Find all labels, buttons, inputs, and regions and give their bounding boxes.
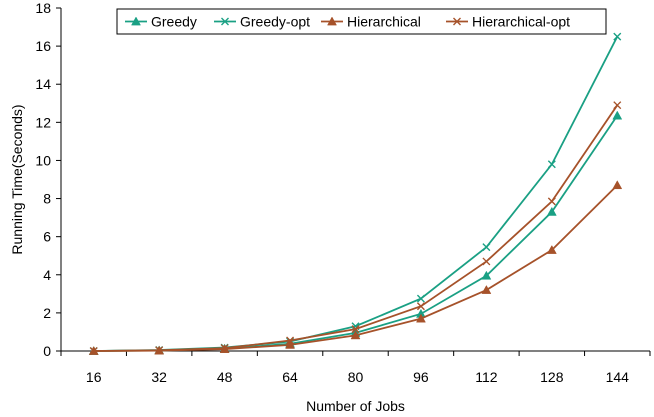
data-point-greedy xyxy=(612,110,623,120)
legend-marker-greedy xyxy=(131,16,141,26)
legend-item-hierarchical-opt: Hierarchical-opt xyxy=(446,14,570,30)
data-point-hierarchical xyxy=(285,339,295,349)
series-line-hierarchical-opt xyxy=(93,104,619,352)
y-tick-label: 16 xyxy=(35,38,51,54)
legend-label-greedy-opt: Greedy-opt xyxy=(240,14,310,30)
x-tick-label: 96 xyxy=(413,369,429,385)
legend: Greedy Greedy-opt Hierarchical Hierarchical… xyxy=(116,8,607,35)
y-tick-label: 10 xyxy=(35,152,51,168)
axes xyxy=(60,8,650,352)
y-axis-label: Running Time(Seconds) xyxy=(9,104,25,254)
data-point-hierarchical xyxy=(481,285,492,294)
legend-label-hierarchical-opt: Hierarchical-opt xyxy=(472,14,570,30)
data-point-greedy-opt xyxy=(482,243,491,252)
series-greedy xyxy=(88,110,623,355)
x-axis-label: Number of Jobs xyxy=(306,398,405,414)
x-tick-label: 48 xyxy=(217,369,233,385)
data-point-hierarchical-opt xyxy=(547,197,556,206)
y-tick-label: 6 xyxy=(43,229,51,245)
x-tick-label: 32 xyxy=(151,369,167,385)
data-point-hierarchical xyxy=(612,180,623,190)
legend-item-greedy-opt: Greedy-opt xyxy=(214,14,310,30)
y-tick-label: 0 xyxy=(43,343,51,359)
y-tick-label: 14 xyxy=(35,76,51,92)
legend-marker-hierarchical-opt xyxy=(453,17,461,26)
series-hierarchical-opt xyxy=(89,101,622,355)
legend-item-hierarchical: Hierarchical xyxy=(321,14,421,30)
legend-item-greedy: Greedy xyxy=(125,14,197,30)
y-tick-label: 4 xyxy=(43,267,51,283)
data-point-hierarchical-opt xyxy=(89,347,98,355)
data-point-greedy xyxy=(481,270,492,280)
x-tick-label: 112 xyxy=(475,369,498,385)
x-tick-label: 16 xyxy=(86,369,102,385)
legend-marker-hierarchical xyxy=(327,16,337,26)
data-point-hierarchical xyxy=(350,330,361,340)
x-tick-label: 128 xyxy=(540,369,564,385)
data-point-hierarchical-opt xyxy=(220,344,229,353)
y-tick-label: 18 xyxy=(35,0,51,16)
data-point-greedy-opt xyxy=(416,294,425,303)
x-axis-ticks: 16 32 48 64 80 96 112 128 144 xyxy=(60,351,651,385)
legend-marker-greedy-opt xyxy=(221,17,229,26)
x-tick-label: 64 xyxy=(282,369,298,385)
series-lines xyxy=(88,32,623,355)
data-point-hierarchical-opt xyxy=(613,101,622,110)
legend-label-greedy: Greedy xyxy=(151,14,197,30)
y-tick-label: 8 xyxy=(43,191,51,207)
data-point-greedy-opt xyxy=(613,32,622,41)
data-point-hierarchical-opt xyxy=(286,336,295,345)
data-point-hierarchical-opt xyxy=(482,257,491,266)
legend-box xyxy=(116,8,607,35)
x-tick-label: 80 xyxy=(348,369,364,385)
data-point-hierarchical xyxy=(546,244,557,254)
data-point-hierarchical-opt xyxy=(351,325,360,334)
data-point-hierarchical xyxy=(416,313,426,323)
data-point-hierarchical-opt xyxy=(155,346,164,355)
legend-label-hierarchical: Hierarchical xyxy=(347,14,421,30)
series-line-greedy-opt xyxy=(93,36,619,352)
series-line-greedy xyxy=(93,115,619,352)
series-greedy-opt xyxy=(89,32,622,355)
y-tick-label: 12 xyxy=(35,114,51,130)
data-point-hierarchical-opt xyxy=(416,302,425,311)
data-point-greedy xyxy=(546,206,557,216)
y-axis-ticks: 0 2 4 6 8 10 12 14 16 18 xyxy=(35,0,61,359)
x-tick-label: 144 xyxy=(606,369,630,385)
y-tick-label: 2 xyxy=(43,305,51,321)
data-point-greedy-opt xyxy=(547,160,556,169)
